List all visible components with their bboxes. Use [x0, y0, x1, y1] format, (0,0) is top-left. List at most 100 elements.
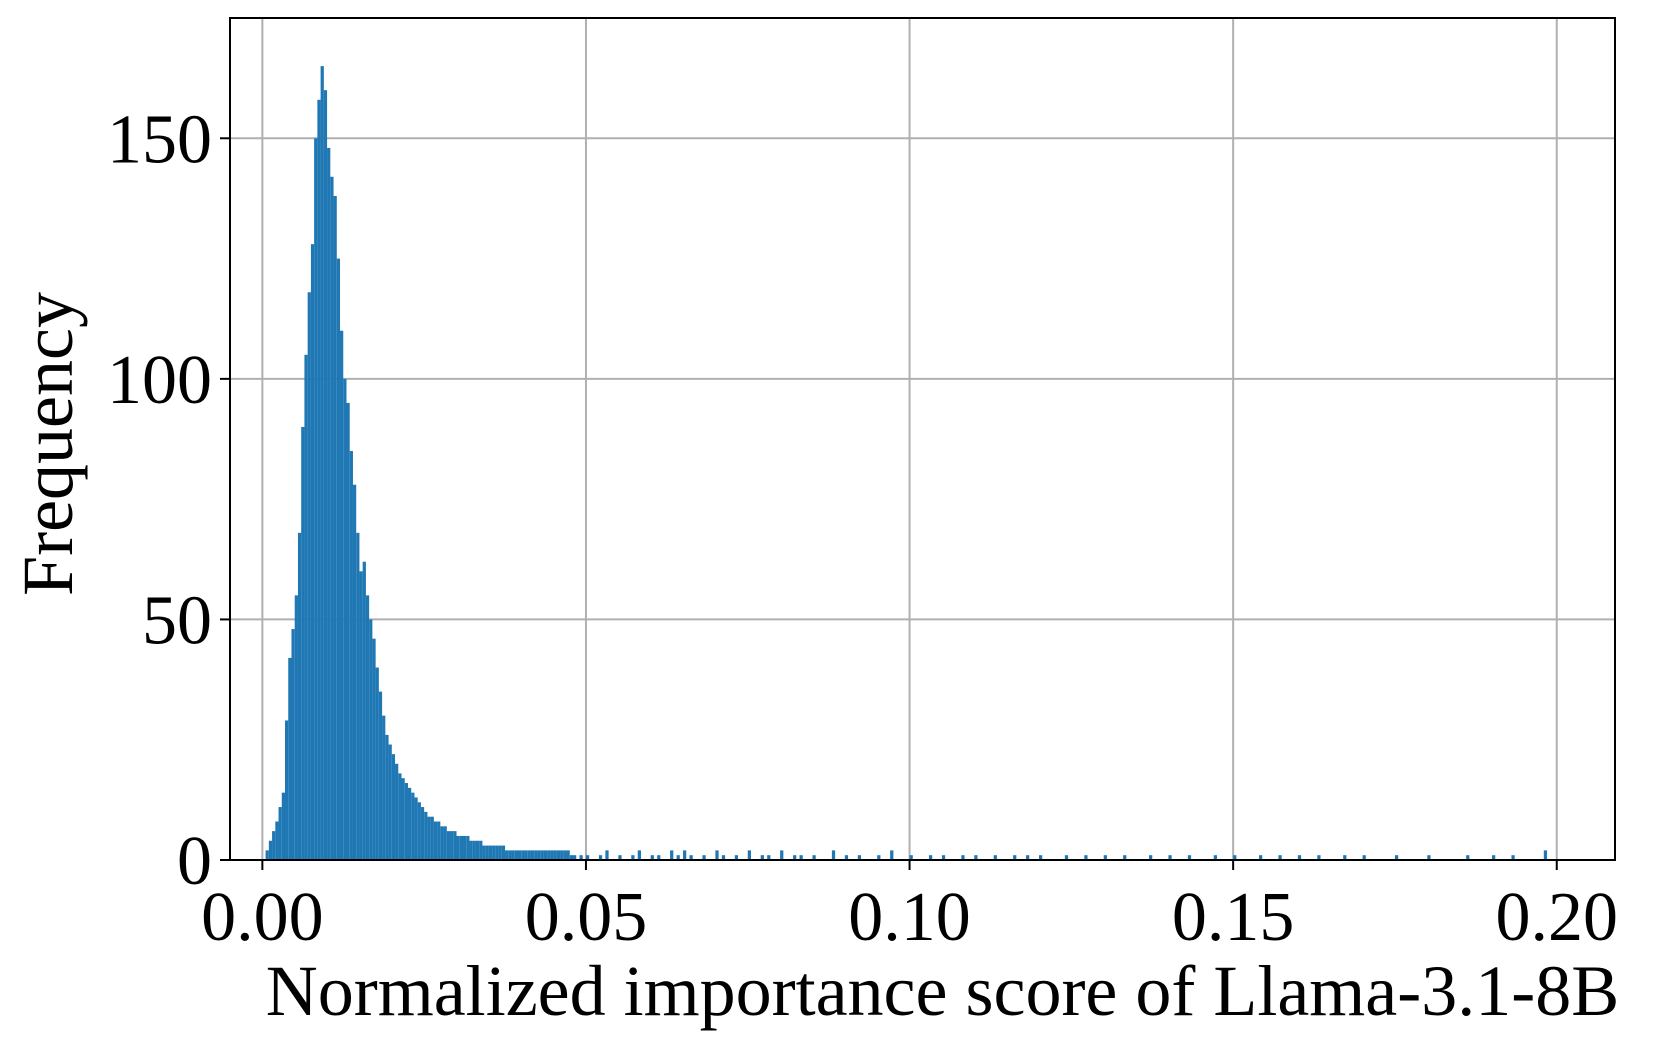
- histogram-bar: [547, 850, 551, 860]
- histogram-bar: [767, 855, 771, 860]
- histogram-bar: [618, 855, 622, 860]
- histogram-bar: [747, 850, 751, 860]
- histogram-bar: [281, 792, 286, 860]
- histogram-bar: [297, 532, 302, 860]
- histogram-bar: [450, 831, 454, 860]
- histogram-bar: [511, 850, 515, 860]
- histogram-bar: [437, 821, 441, 860]
- histogram-bar: [857, 855, 862, 860]
- histogram-bar: [294, 595, 298, 860]
- histogram-bar: [1362, 855, 1366, 860]
- histogram-bar: [1064, 855, 1069, 860]
- histogram-bar: [521, 850, 525, 860]
- histogram-bar: [359, 571, 363, 860]
- histogram-bar: [909, 855, 913, 860]
- histogram-bar: [961, 855, 965, 860]
- histogram-bar: [323, 90, 328, 860]
- histogram-bar: [417, 802, 421, 860]
- histogram-bar: [657, 855, 661, 860]
- histogram-bar: [598, 855, 603, 860]
- histogram-bar: [462, 835, 467, 860]
- x-tick-label: 0.10: [848, 879, 971, 956]
- x-tick-label: 0.20: [1496, 879, 1619, 956]
- histogram-bar: [411, 792, 415, 860]
- histogram-bar: [890, 850, 894, 860]
- histogram-bar: [365, 595, 370, 860]
- histogram-bar: [352, 484, 357, 860]
- histogram-bar: [569, 855, 574, 860]
- histogram-bar: [553, 850, 557, 860]
- histogram-bar: [401, 778, 405, 860]
- y-tick-label: 0: [177, 823, 212, 900]
- histogram-bar: [1013, 855, 1017, 860]
- histogram-bar: [362, 561, 366, 860]
- histogram-bar: [527, 850, 531, 860]
- histogram-bar: [605, 850, 609, 860]
- histogram-bar: [407, 787, 412, 860]
- histogram-bar: [333, 196, 337, 861]
- histogram-bar: [369, 619, 373, 860]
- y-tick-label: 100: [107, 342, 212, 419]
- histogram-bar: [391, 754, 396, 860]
- histogram-bar: [1103, 855, 1107, 860]
- histogram-bar: [670, 850, 674, 860]
- histogram-bar: [579, 855, 583, 860]
- histogram-bar: [372, 638, 376, 860]
- histogram-bar: [453, 831, 457, 860]
- histogram-bar: [349, 451, 353, 860]
- histogram-bar: [356, 532, 360, 860]
- histogram-bar: [430, 816, 434, 860]
- y-tick-label: 150: [107, 101, 212, 178]
- histogram-bar: [941, 855, 946, 860]
- histogram-bar: [650, 855, 654, 860]
- histogram-bar: [378, 691, 383, 860]
- histogram-bar: [1213, 855, 1217, 860]
- histogram-bar: [877, 855, 881, 860]
- histogram-bar: [272, 831, 276, 860]
- histogram-bar: [301, 426, 305, 860]
- histogram-bar: [459, 835, 463, 860]
- histogram-bar: [1168, 855, 1172, 860]
- histogram-bar: [537, 850, 541, 860]
- histogram-bar: [689, 855, 693, 860]
- histogram-bar: [928, 855, 933, 860]
- histogram-bar: [831, 850, 836, 860]
- histogram-bar: [336, 258, 341, 861]
- histogram-bar: [327, 147, 331, 860]
- histogram-bar: [469, 840, 473, 860]
- histogram-bar: [278, 807, 282, 860]
- histogram-bar: [310, 244, 315, 860]
- histogram-bar: [440, 826, 444, 860]
- y-axis-label: Frequency: [8, 292, 88, 596]
- histogram-bar: [488, 845, 493, 860]
- histogram-bar: [676, 855, 680, 860]
- histogram-bar: [1543, 850, 1548, 860]
- y-tick-label: 50: [142, 582, 212, 659]
- histogram-bar: [1317, 855, 1321, 860]
- histogram-bar: [524, 850, 528, 860]
- histogram-bar: [1259, 855, 1263, 860]
- histogram-bar: [456, 835, 460, 860]
- histogram-bar: [1466, 855, 1470, 860]
- histogram-bar: [330, 176, 334, 860]
- histogram-bar: [385, 734, 389, 860]
- histogram-bar: [566, 850, 570, 860]
- axis-ticks: 0.00 0.05 0.10 0.15 0.20 0 50 100 150: [107, 101, 1618, 956]
- histogram-bar: [508, 850, 512, 860]
- histogram-bar: [395, 763, 399, 860]
- histogram-bar: [485, 845, 489, 860]
- grid-lines: [230, 18, 1615, 860]
- histogram-bar: [812, 855, 816, 860]
- x-axis-label: Normalized importance score of Llama-3.1…: [266, 951, 1619, 1031]
- histogram-bar: [974, 855, 978, 860]
- histogram-bar: [702, 855, 706, 860]
- histogram-bar: [573, 855, 577, 860]
- histogram-bar: [340, 330, 344, 860]
- histogram-bar: [563, 850, 567, 860]
- histogram-bar: [585, 855, 590, 860]
- histogram-bar: [375, 667, 379, 860]
- histogram-bar: [1123, 855, 1127, 860]
- histogram-bar: [475, 840, 480, 860]
- x-tick-label: 0.00: [201, 879, 324, 956]
